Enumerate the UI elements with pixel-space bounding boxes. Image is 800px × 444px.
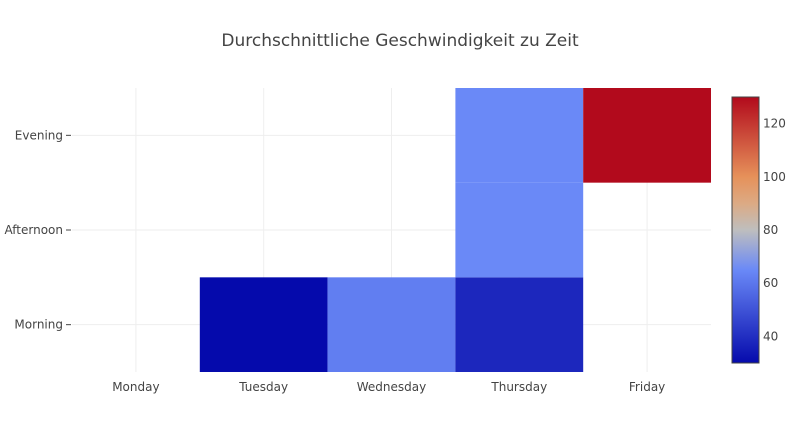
y-tick-label-evening: Evening — [15, 128, 63, 142]
x-axis: Monday Tuesday Wednesday Thursday Friday — [112, 380, 665, 394]
x-tick-label-tuesday: Tuesday — [238, 380, 288, 394]
heatmap-cell-thursday-evening — [455, 88, 584, 183]
x-tick-label-friday: Friday — [629, 380, 665, 394]
y-axis: Morning Afternoon Evening — [5, 128, 71, 332]
heatmap-cells — [199, 88, 711, 372]
colorbar-tick-120: 120 — [763, 117, 786, 131]
colorbar-tick-80: 80 — [763, 223, 778, 237]
chart-title: Durchschnittliche Geschwindigkeit zu Zei… — [221, 31, 579, 51]
heatmap-cell-thursday-morning — [455, 277, 584, 372]
heatmap-cell-wednesday-morning — [327, 277, 456, 372]
colorbar-tick-60: 60 — [763, 276, 778, 290]
colorbar-tick-100: 100 — [763, 170, 786, 184]
x-tick-label-thursday: Thursday — [490, 380, 547, 394]
y-tick-label-morning: Morning — [14, 318, 63, 332]
y-tick-label-afternoon: Afternoon — [5, 223, 64, 237]
colorbar-tick-40: 40 — [763, 329, 778, 343]
heatmap-cell-thursday-afternoon — [455, 182, 584, 278]
colorbar-gradient — [731, 96, 760, 364]
heatmap-cell-friday-evening — [583, 88, 711, 183]
colorbar: 40 60 80 100 120 — [731, 96, 786, 364]
x-tick-label-monday: Monday — [112, 380, 159, 394]
heatmap-cell-tuesday-morning — [199, 277, 328, 372]
x-tick-label-wednesday: Wednesday — [357, 380, 426, 394]
